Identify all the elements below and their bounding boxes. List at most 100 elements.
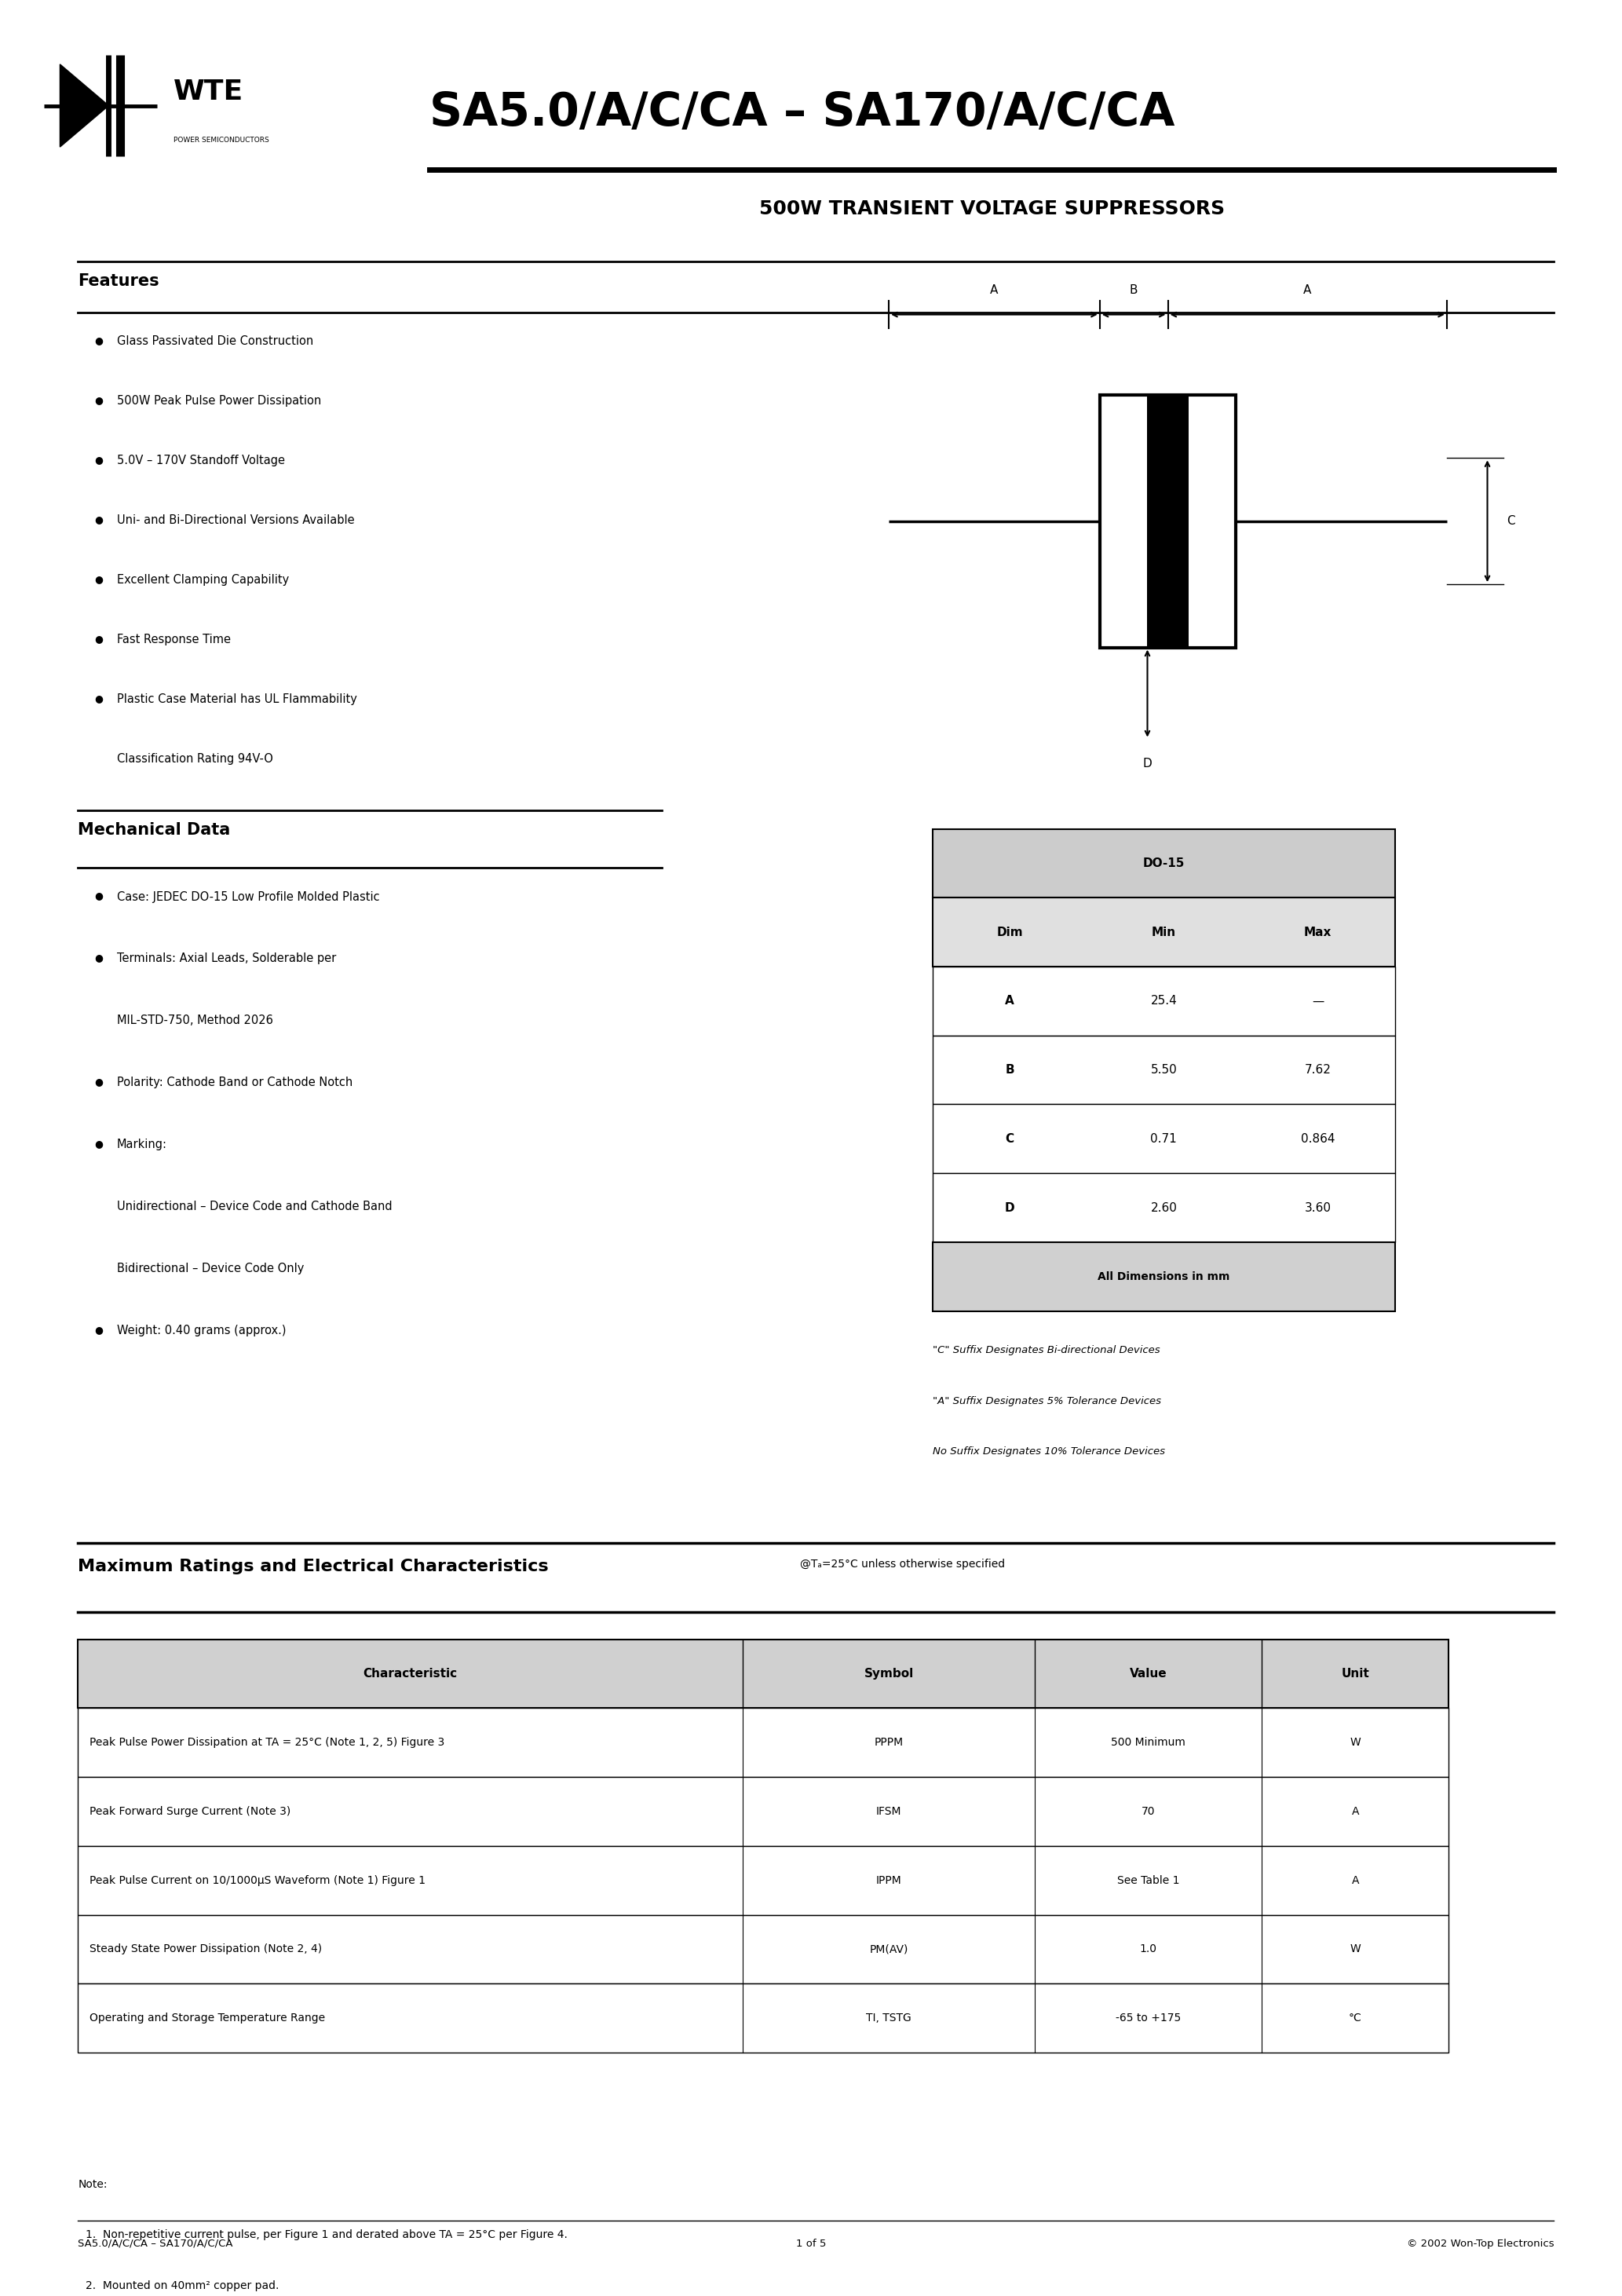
Text: ●: ● (94, 395, 102, 404)
Text: Min: Min (1152, 925, 1176, 939)
Text: ●: ● (94, 1139, 102, 1148)
Text: 1.0: 1.0 (1140, 1945, 1156, 1954)
Text: 5.50: 5.50 (1150, 1063, 1178, 1077)
Text: A: A (1006, 994, 1014, 1008)
Text: 2.  Mounted on 40mm² copper pad.: 2. Mounted on 40mm² copper pad. (86, 2280, 279, 2291)
Text: B: B (1006, 1063, 1014, 1077)
Text: Unidirectional – Device Code and Cathode Band: Unidirectional – Device Code and Cathode… (117, 1201, 393, 1212)
Text: °C: °C (1348, 2014, 1362, 2023)
Text: Polarity: Cathode Band or Cathode Notch: Polarity: Cathode Band or Cathode Notch (117, 1077, 352, 1088)
Text: See Table 1: See Table 1 (1118, 1876, 1179, 1885)
Text: "A" Suffix Designates 5% Tolerance Devices: "A" Suffix Designates 5% Tolerance Devic… (933, 1396, 1161, 1405)
Text: Peak Pulse Power Dissipation at TA = 25°C (Note 1, 2, 5) Figure 3: Peak Pulse Power Dissipation at TA = 25°… (89, 1738, 444, 1747)
Text: 0.864: 0.864 (1301, 1132, 1335, 1146)
Text: Max: Max (1304, 925, 1332, 939)
Text: WTE: WTE (174, 78, 243, 106)
Text: B: B (1129, 285, 1139, 296)
Text: A: A (989, 285, 999, 296)
Text: ●: ● (94, 335, 102, 344)
Text: 1.  Non-repetitive current pulse, per Figure 1 and derated above TA = 25°C per F: 1. Non-repetitive current pulse, per Fig… (86, 2229, 568, 2241)
Text: Peak Forward Surge Current (Note 3): Peak Forward Surge Current (Note 3) (89, 1807, 290, 1816)
Text: D: D (1144, 758, 1152, 769)
Text: Weight: 0.40 grams (approx.): Weight: 0.40 grams (approx.) (117, 1325, 285, 1336)
Text: —: — (1312, 994, 1324, 1008)
Text: C: C (1006, 1132, 1014, 1146)
Text: SA5.0/A/C/CA – SA170/A/C/CA: SA5.0/A/C/CA – SA170/A/C/CA (78, 2239, 234, 2248)
Bar (78, 1639, 1448, 1708)
Text: Bidirectional – Device Code Only: Bidirectional – Device Code Only (117, 1263, 303, 1274)
Bar (78, 1777, 1448, 1846)
Text: ●: ● (94, 1325, 102, 1334)
Bar (1147, 395, 1189, 647)
Text: Operating and Storage Temperature Range: Operating and Storage Temperature Range (89, 2014, 324, 2023)
Text: Terminals: Axial Leads, Solderable per: Terminals: Axial Leads, Solderable per (117, 953, 336, 964)
Text: Unit: Unit (1341, 1667, 1369, 1681)
Text: Steady State Power Dissipation (Note 2, 4): Steady State Power Dissipation (Note 2, … (89, 1945, 321, 1954)
Text: Mechanical Data: Mechanical Data (78, 822, 230, 838)
Text: Excellent Clamping Capability: Excellent Clamping Capability (117, 574, 289, 585)
Bar (78, 1915, 1448, 1984)
Text: ●: ● (94, 1077, 102, 1086)
Text: Features: Features (78, 273, 159, 289)
Text: ●: ● (94, 574, 102, 583)
Text: A: A (1351, 1876, 1359, 1885)
Bar (1100, 395, 1236, 647)
Bar (933, 967, 1395, 1035)
Text: Marking:: Marking: (117, 1139, 167, 1150)
Bar (78, 1846, 1448, 1915)
Text: All Dimensions in mm: All Dimensions in mm (1098, 1272, 1229, 1281)
Text: Note:: Note: (78, 2179, 107, 2190)
Text: ●: ● (94, 514, 102, 523)
Text: "C" Suffix Designates Bi-directional Devices: "C" Suffix Designates Bi-directional Dev… (933, 1345, 1160, 1355)
Text: IFSM: IFSM (876, 1807, 902, 1816)
Text: Dim: Dim (996, 925, 1023, 939)
Text: MIL-STD-750, Method 2026: MIL-STD-750, Method 2026 (117, 1015, 272, 1026)
Bar (933, 898, 1395, 967)
Text: Plastic Case Material has UL Flammability: Plastic Case Material has UL Flammabilit… (117, 693, 357, 705)
Bar (933, 1242, 1395, 1311)
Bar (78, 1984, 1448, 2053)
Text: Fast Response Time: Fast Response Time (117, 634, 230, 645)
Text: TI, TSTG: TI, TSTG (866, 2014, 912, 2023)
Text: ●: ● (94, 953, 102, 962)
Text: 25.4: 25.4 (1150, 994, 1178, 1008)
Text: Glass Passivated Die Construction: Glass Passivated Die Construction (117, 335, 313, 347)
Text: A: A (1302, 285, 1312, 296)
Text: 7.62: 7.62 (1304, 1063, 1332, 1077)
Text: No Suffix Designates 10% Tolerance Devices: No Suffix Designates 10% Tolerance Devic… (933, 1446, 1165, 1456)
Text: Characteristic: Characteristic (363, 1667, 457, 1681)
Text: ●: ● (94, 634, 102, 643)
Text: PM(AV): PM(AV) (869, 1945, 908, 1954)
Text: 3.60: 3.60 (1304, 1201, 1332, 1215)
Text: SA5.0/A/C/CA – SA170/A/C/CA: SA5.0/A/C/CA – SA170/A/C/CA (430, 90, 1176, 135)
Text: Classification Rating 94V-O: Classification Rating 94V-O (117, 753, 272, 765)
Polygon shape (60, 64, 109, 147)
Text: POWER SEMICONDUCTORS: POWER SEMICONDUCTORS (174, 135, 269, 145)
Text: 5.0V – 170V Standoff Voltage: 5.0V – 170V Standoff Voltage (117, 455, 285, 466)
Text: ●: ● (94, 693, 102, 703)
Text: 500 Minimum: 500 Minimum (1111, 1738, 1186, 1747)
Text: 1 of 5: 1 of 5 (796, 2239, 826, 2248)
Text: © 2002 Won-Top Electronics: © 2002 Won-Top Electronics (1406, 2239, 1554, 2248)
Text: Value: Value (1129, 1667, 1168, 1681)
Text: Case: JEDEC DO-15 Low Profile Molded Plastic: Case: JEDEC DO-15 Low Profile Molded Pla… (117, 891, 380, 902)
Text: 2.60: 2.60 (1150, 1201, 1178, 1215)
Text: D: D (1004, 1201, 1015, 1215)
Bar (78, 1708, 1448, 1777)
Text: Maximum Ratings and Electrical Characteristics: Maximum Ratings and Electrical Character… (78, 1559, 548, 1575)
Bar (933, 829, 1395, 898)
Bar (933, 1173, 1395, 1242)
Text: 500W TRANSIENT VOLTAGE SUPPRESSORS: 500W TRANSIENT VOLTAGE SUPPRESSORS (759, 200, 1225, 218)
Text: @Tₐ=25°C unless otherwise specified: @Tₐ=25°C unless otherwise specified (800, 1559, 1004, 1570)
Text: ●: ● (94, 891, 102, 900)
Text: C: C (1507, 514, 1515, 528)
Text: 70: 70 (1142, 1807, 1155, 1816)
Text: ●: ● (94, 455, 102, 464)
Text: W: W (1350, 1945, 1361, 1954)
Bar (933, 1104, 1395, 1173)
Text: A: A (1351, 1807, 1359, 1816)
Text: 500W Peak Pulse Power Dissipation: 500W Peak Pulse Power Dissipation (117, 395, 321, 406)
Text: Uni- and Bi-Directional Versions Available: Uni- and Bi-Directional Versions Availab… (117, 514, 354, 526)
Text: -65 to +175: -65 to +175 (1116, 2014, 1181, 2023)
Text: DO-15: DO-15 (1144, 856, 1184, 870)
